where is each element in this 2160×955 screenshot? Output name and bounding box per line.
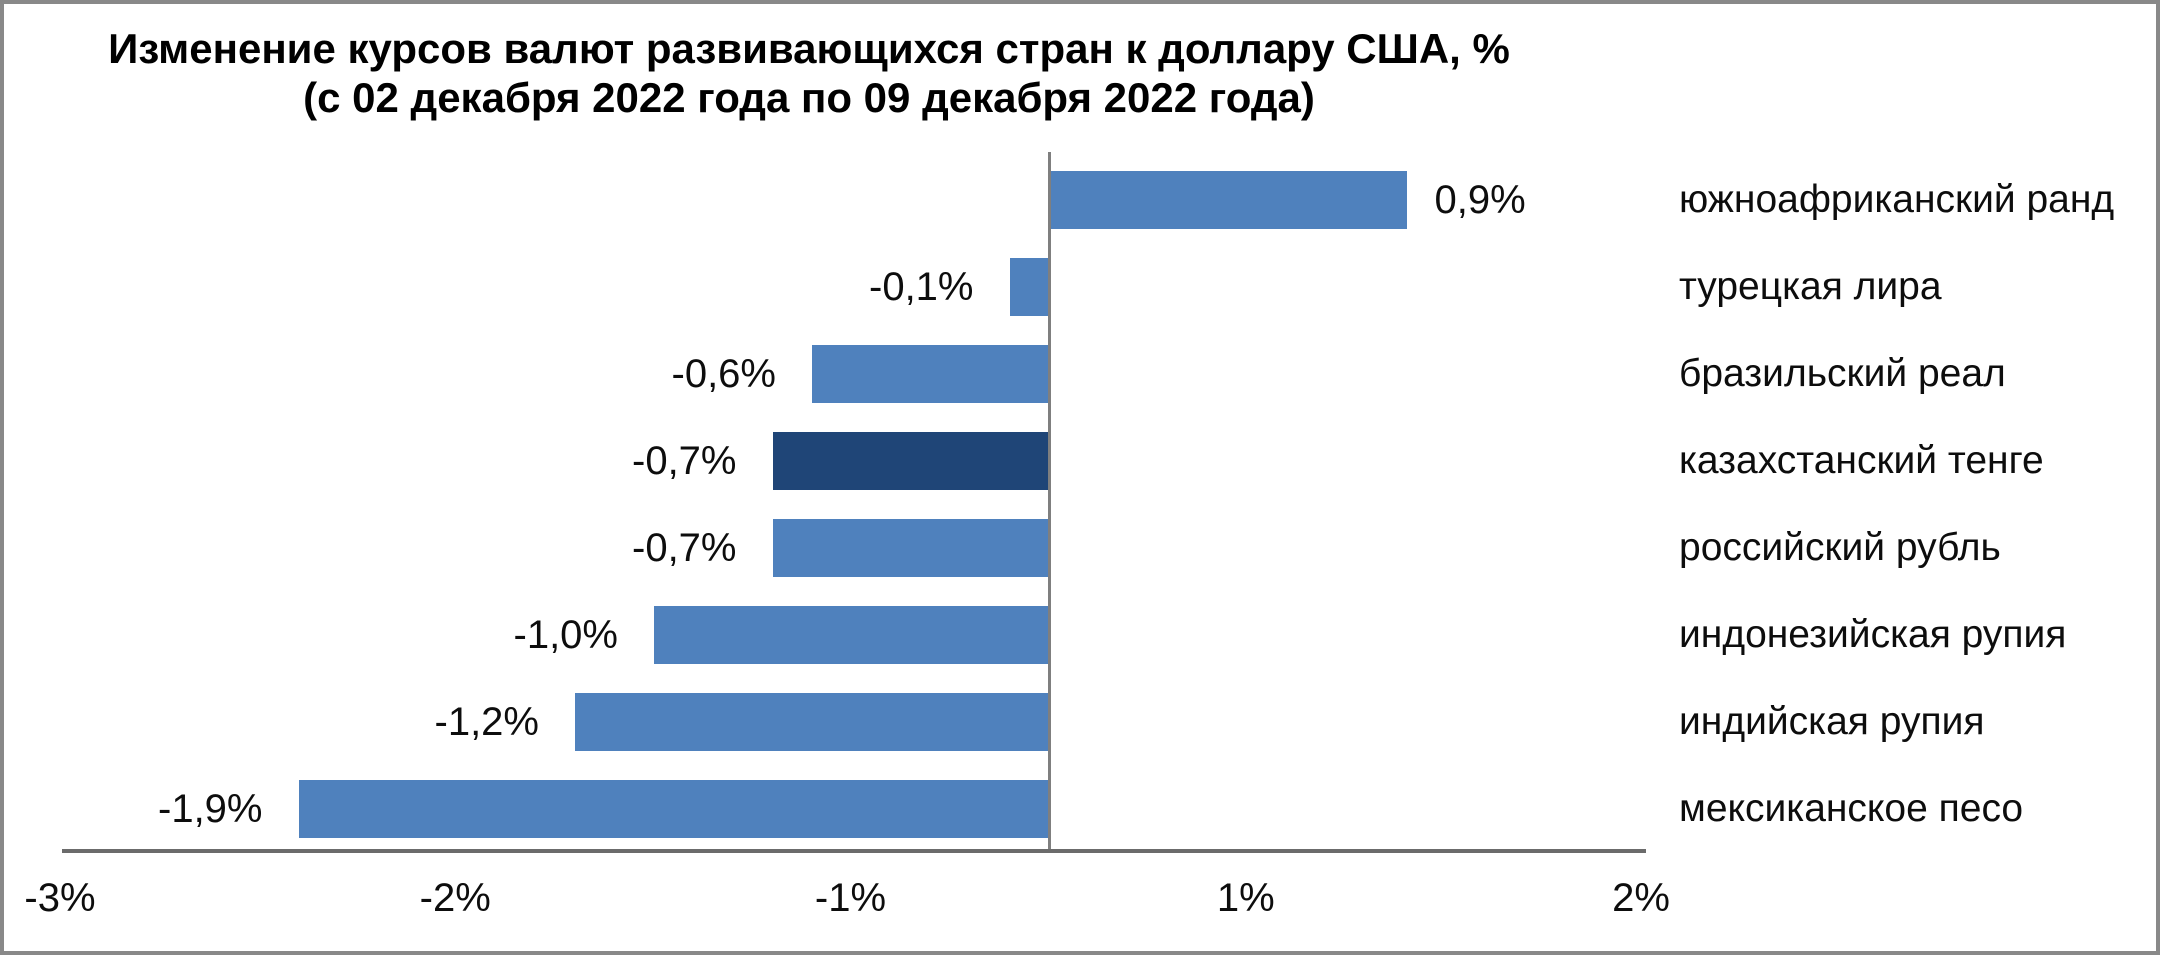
category-label: казахстанский тенге — [1679, 439, 2044, 482]
bar-value-label: -0,7% — [632, 439, 737, 483]
x-tick-label: 1% — [1216, 876, 1275, 920]
bar-value-label: 0,9% — [1434, 178, 1526, 222]
category-label: турецкая лира — [1679, 265, 1942, 308]
bar-value-label: -0,1% — [869, 265, 974, 309]
bar-value-label: -0,6% — [671, 352, 777, 396]
chart-title: Изменение курсов валют развивающихся стр… — [64, 24, 1554, 122]
bar-4 — [772, 432, 1049, 490]
x-tick-label: -2% — [419, 876, 491, 920]
bar-3 — [812, 345, 1049, 403]
bar-5 — [772, 519, 1049, 577]
bar-value-label: -1,9% — [158, 787, 263, 831]
bar-6 — [654, 606, 1049, 664]
bar-value-label: -1,2% — [434, 700, 540, 744]
category-label: южноафриканский ранд — [1679, 178, 2115, 221]
bar-value-label: -1,0% — [513, 613, 619, 657]
x-axis-line — [62, 849, 1646, 853]
category-label: мексиканское песо — [1679, 787, 2024, 830]
x-tick-label: 2% — [1612, 876, 1670, 920]
x-tick-label: -3% — [24, 876, 96, 920]
bar-1 — [1051, 171, 1407, 229]
chart-title-line1: Изменение курсов валют развивающихся стр… — [108, 25, 1510, 72]
category-label: индийская рупия — [1679, 700, 1985, 743]
bar-7 — [575, 693, 1049, 751]
category-label: индонезийская рупия — [1679, 613, 2067, 656]
chart-title-line2: (с 02 декабря 2022 года по 09 декабря 20… — [303, 74, 1315, 122]
bar-8 — [298, 780, 1049, 838]
zero-axis-line — [1048, 152, 1051, 852]
category-label: российский рубль — [1679, 526, 2001, 569]
bar-value-label: -0,7% — [632, 526, 737, 570]
x-tick-label: -1% — [814, 876, 887, 920]
category-label: бразильский реал — [1679, 352, 2006, 395]
bar-2 — [1009, 258, 1049, 316]
